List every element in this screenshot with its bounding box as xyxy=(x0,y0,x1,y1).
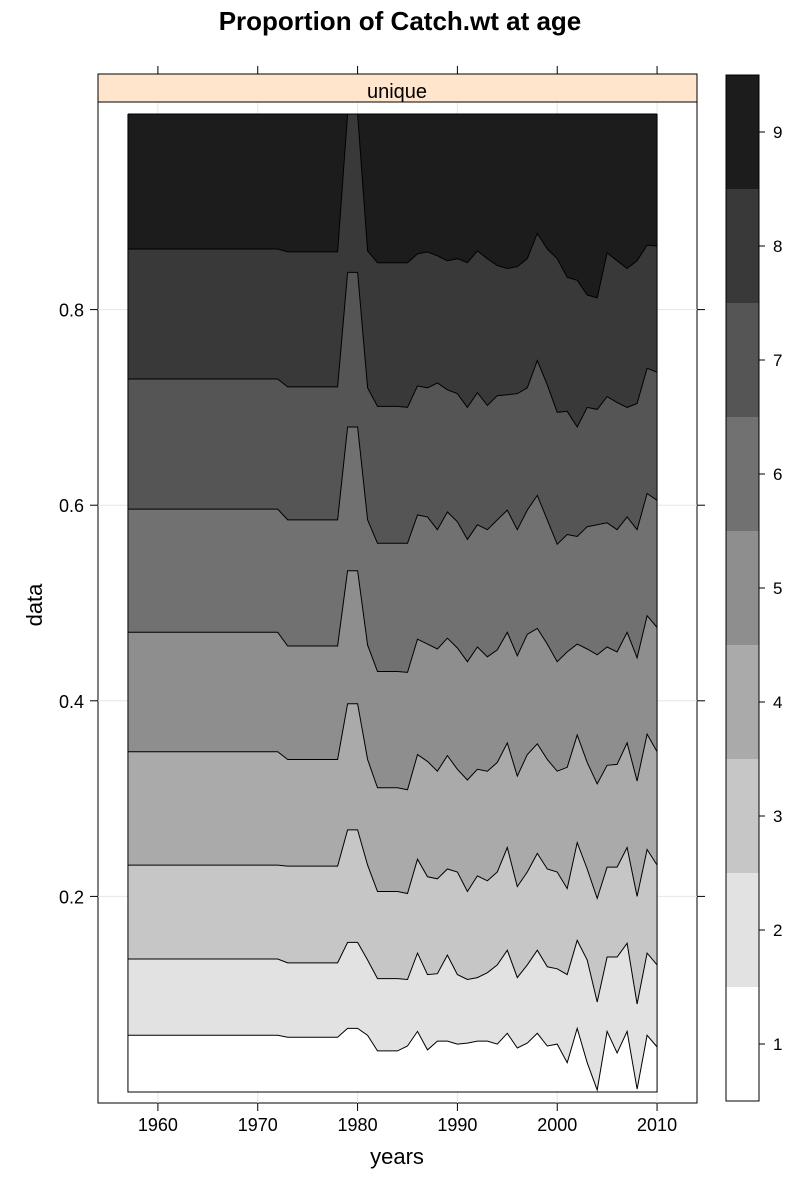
x-tick-label: 2000 xyxy=(537,1115,577,1135)
area-age-9 xyxy=(128,114,658,298)
y-tick-label: 0.6 xyxy=(59,496,84,516)
y-tick-label: 0.4 xyxy=(59,692,84,712)
y-axis-label: data xyxy=(22,583,47,627)
legend-swatch-1 xyxy=(726,987,759,1101)
x-tick-label: 2010 xyxy=(637,1115,677,1135)
chart-title: Proportion of Catch.wt at age xyxy=(218,6,582,36)
legend-label: 5 xyxy=(773,579,782,598)
area-age-8 xyxy=(128,114,658,427)
legend-swatch-4 xyxy=(726,645,759,759)
area-age-5 xyxy=(128,570,658,790)
x-axis-label: years xyxy=(370,1144,424,1169)
boundary-line-age-6 xyxy=(128,426,658,546)
strip-background xyxy=(97,73,698,103)
legend-swatch-3 xyxy=(726,759,759,873)
legend-swatch-8 xyxy=(726,189,759,303)
boundary-line-age-5 xyxy=(128,570,658,673)
x-tick-label: 1970 xyxy=(238,1115,278,1135)
legend-swatch-9 xyxy=(726,75,759,189)
area-age-4 xyxy=(128,703,658,899)
y-tick-label: 0.2 xyxy=(59,887,84,907)
area-age-3 xyxy=(128,829,658,1004)
legend-frame xyxy=(725,74,760,1102)
area-outline xyxy=(127,114,658,1093)
legend-label: 2 xyxy=(773,921,782,940)
area-age-2 xyxy=(128,940,658,1090)
legend-label: 4 xyxy=(773,693,782,712)
legend-swatch-5 xyxy=(726,531,759,645)
area-age-6 xyxy=(128,427,658,673)
strip-label: unique xyxy=(367,81,427,103)
x-tick-label: 1980 xyxy=(338,1115,378,1135)
y-tick-label: 0.8 xyxy=(59,301,84,321)
boundary-line-age-7 xyxy=(128,271,658,429)
legend-colorkey: 1 2 3 4 5 6 7 8 9 xyxy=(726,75,782,1101)
boundary-line-age-1 xyxy=(128,1026,658,1092)
legend-label: 9 xyxy=(773,123,782,142)
area-layers xyxy=(128,114,658,1092)
legend-swatch-2 xyxy=(726,873,759,987)
axis-ticks: 1960 1970 1980 1990 2000 2010 0.2 0.4 0.6 0.8 xyxy=(59,66,705,1135)
area-age-7 xyxy=(128,272,658,545)
legend-label: 7 xyxy=(773,351,782,370)
boundary-lines xyxy=(127,113,658,1093)
legend-label: 3 xyxy=(773,807,782,826)
boundary-line-age-8 xyxy=(128,113,658,299)
legend-swatch-7 xyxy=(726,303,759,417)
boundary-line-age-4 xyxy=(128,703,658,791)
legend-swatch-6 xyxy=(726,417,759,531)
area-age-1 xyxy=(128,1028,658,1092)
legend-label: 8 xyxy=(773,237,782,256)
x-tick-label: 1990 xyxy=(437,1115,477,1135)
boundary-line-age-2 xyxy=(128,939,658,1005)
legend-label: 1 xyxy=(773,1035,782,1054)
legend-label: 6 xyxy=(773,465,782,484)
x-tick-label: 1960 xyxy=(138,1115,178,1135)
boundary-line-age-3 xyxy=(128,829,658,901)
